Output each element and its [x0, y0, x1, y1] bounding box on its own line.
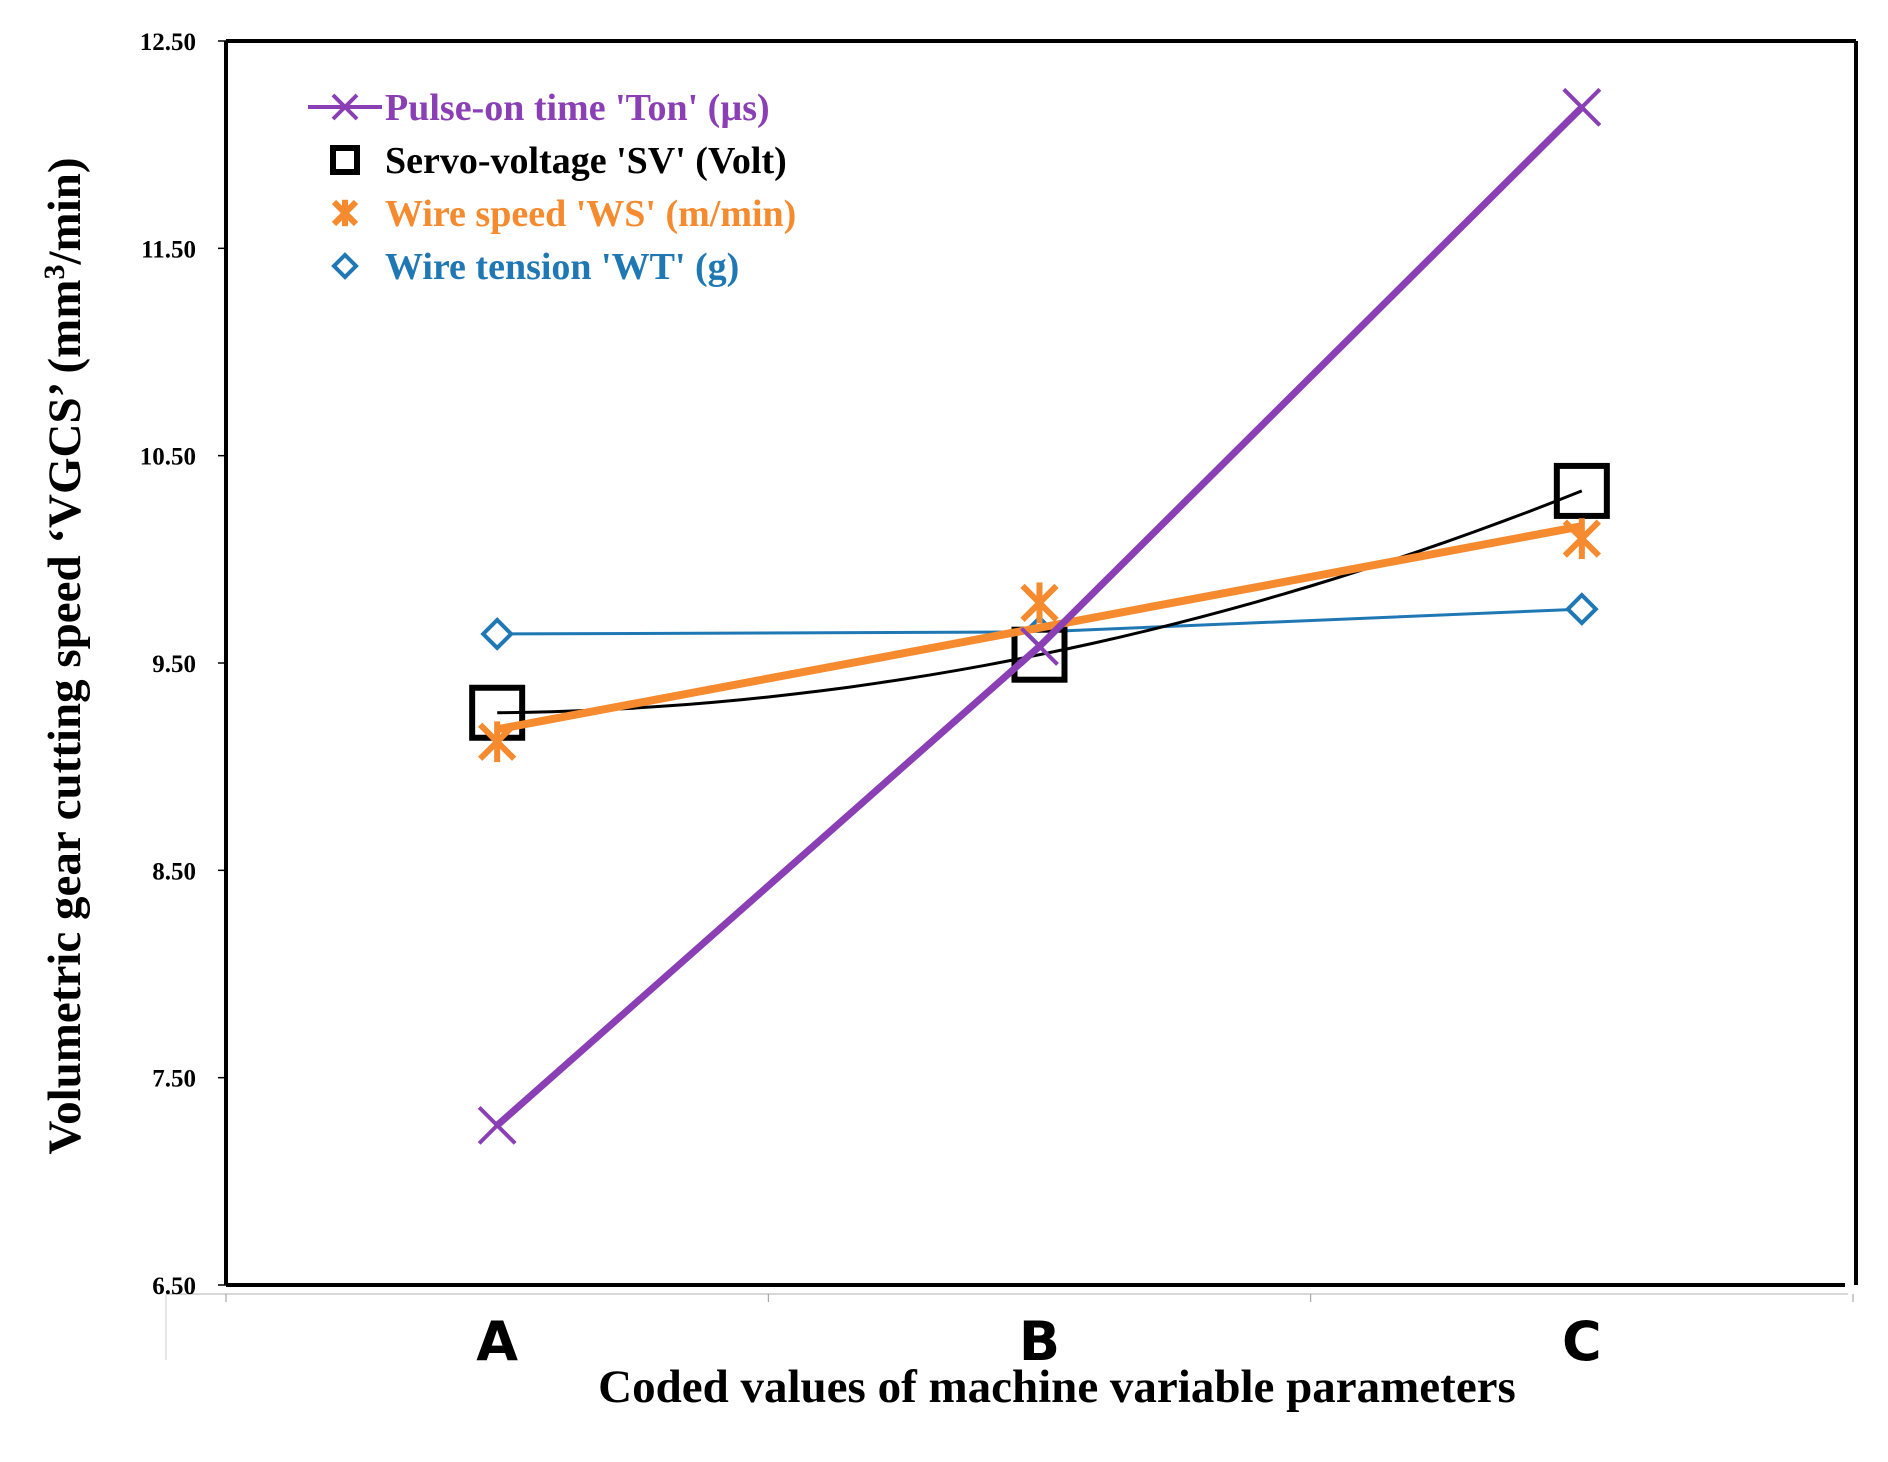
legend: Pulse-on time 'Ton' (µs) Servo-voltage 'S…	[308, 87, 796, 288]
x-category-label: A	[476, 1310, 518, 1373]
asterisk-marker	[1562, 518, 1601, 559]
x-category-label: B	[1019, 1310, 1060, 1373]
legend-entry-2: Servo-voltage 'SV' (Volt)	[330, 140, 787, 182]
legend-entry-4: Wire tension 'WT' (g)	[331, 246, 739, 288]
x-axis-title: Coded values of machine variable paramet…	[598, 1361, 1516, 1413]
y-axis-title: Volumetric gear cutting speed ‘VGCS’ (mm…	[38, 157, 91, 1154]
legend-entry-1: Pulse-on time 'Ton' (µs)	[308, 87, 770, 129]
series-line	[496, 522, 1583, 734]
square-marker	[1553, 462, 1610, 519]
x-category-label: C	[1562, 1310, 1602, 1373]
y-tick-label: 12.50	[140, 29, 196, 56]
y-tick-label: 11.50	[141, 236, 196, 263]
y-tick-label: 9.50	[152, 651, 196, 678]
x-marker-stroke	[477, 1105, 517, 1145]
legend-entry-3: Wire speed 'WS' (m/min)	[331, 193, 796, 235]
diamond-marker	[480, 617, 514, 651]
x-marker-stroke	[1562, 87, 1602, 127]
asterisk-marker	[1020, 582, 1059, 624]
axes: 6.50 7.50 8.50 9.50 10.50 11.50 12.50 A B C	[140, 29, 1858, 1373]
y-tick-label: 8.50	[152, 858, 196, 885]
x-marker-stroke	[331, 93, 359, 121]
legend-label: Wire tension 'WT' (g)	[385, 246, 739, 288]
legend-label: Pulse-on time 'Ton' (µs)	[385, 87, 770, 129]
x-marker-stroke	[1020, 626, 1059, 666]
y-tick-label: 7.50	[152, 1066, 196, 1093]
y-axis-title-main: Volumetric gear cutting speed ‘VGCS’ (mm	[39, 280, 91, 1155]
square-marker	[330, 145, 360, 175]
x-marker	[1562, 87, 1602, 127]
y-tick-label: 6.50	[152, 1273, 196, 1300]
x-marker	[1020, 626, 1059, 666]
legend-label: Servo-voltage 'SV' (Volt)	[385, 140, 787, 182]
diamond-marker	[1565, 592, 1599, 626]
x-marker	[331, 93, 359, 121]
series-3	[478, 518, 1601, 763]
x-marker	[477, 1105, 517, 1145]
y-axis-title-tail: /min)	[39, 157, 91, 265]
diamond-marker	[331, 252, 359, 280]
legend-label: Wire speed 'WS' (m/min)	[385, 193, 796, 235]
asterisk-marker	[478, 721, 517, 763]
series-1	[477, 87, 1602, 1145]
axis-titles: Coded values of machine variable paramet…	[38, 157, 1516, 1413]
y-axis-title-superscript: 3	[38, 265, 71, 280]
series-layer	[469, 87, 1610, 1145]
asterisk-marker	[331, 199, 359, 227]
y-tick-label: 10.50	[140, 444, 196, 471]
